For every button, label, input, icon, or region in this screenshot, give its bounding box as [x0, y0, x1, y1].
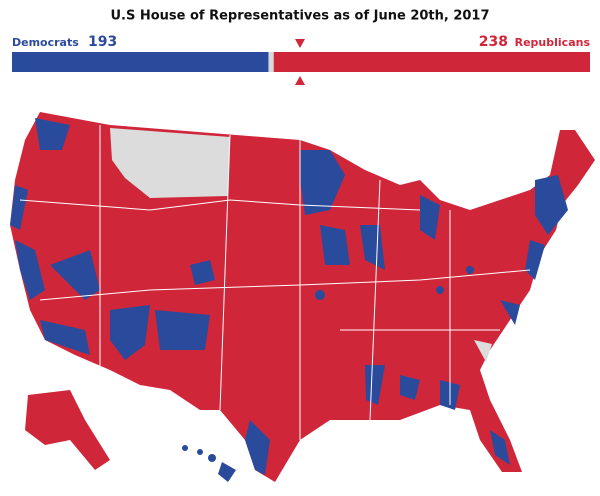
majority-marker [295, 39, 305, 48]
majority-marker [295, 76, 305, 85]
legend-label: Republicans [515, 36, 591, 49]
bar-group [12, 52, 590, 72]
hawaii [182, 445, 236, 482]
alaska [25, 390, 110, 470]
value-label: 193 [88, 34, 117, 50]
bar [12, 52, 269, 72]
vacant-district [474, 340, 492, 362]
us-map [10, 112, 595, 482]
value-label: 238 [479, 34, 508, 50]
bar [273, 52, 590, 72]
democratic-districts [10, 118, 568, 475]
legend-label: Democrats [12, 36, 79, 49]
chart-title: U.S House of Representatives as of June … [110, 9, 489, 24]
montana [110, 128, 230, 198]
state-borders [19, 125, 531, 440]
